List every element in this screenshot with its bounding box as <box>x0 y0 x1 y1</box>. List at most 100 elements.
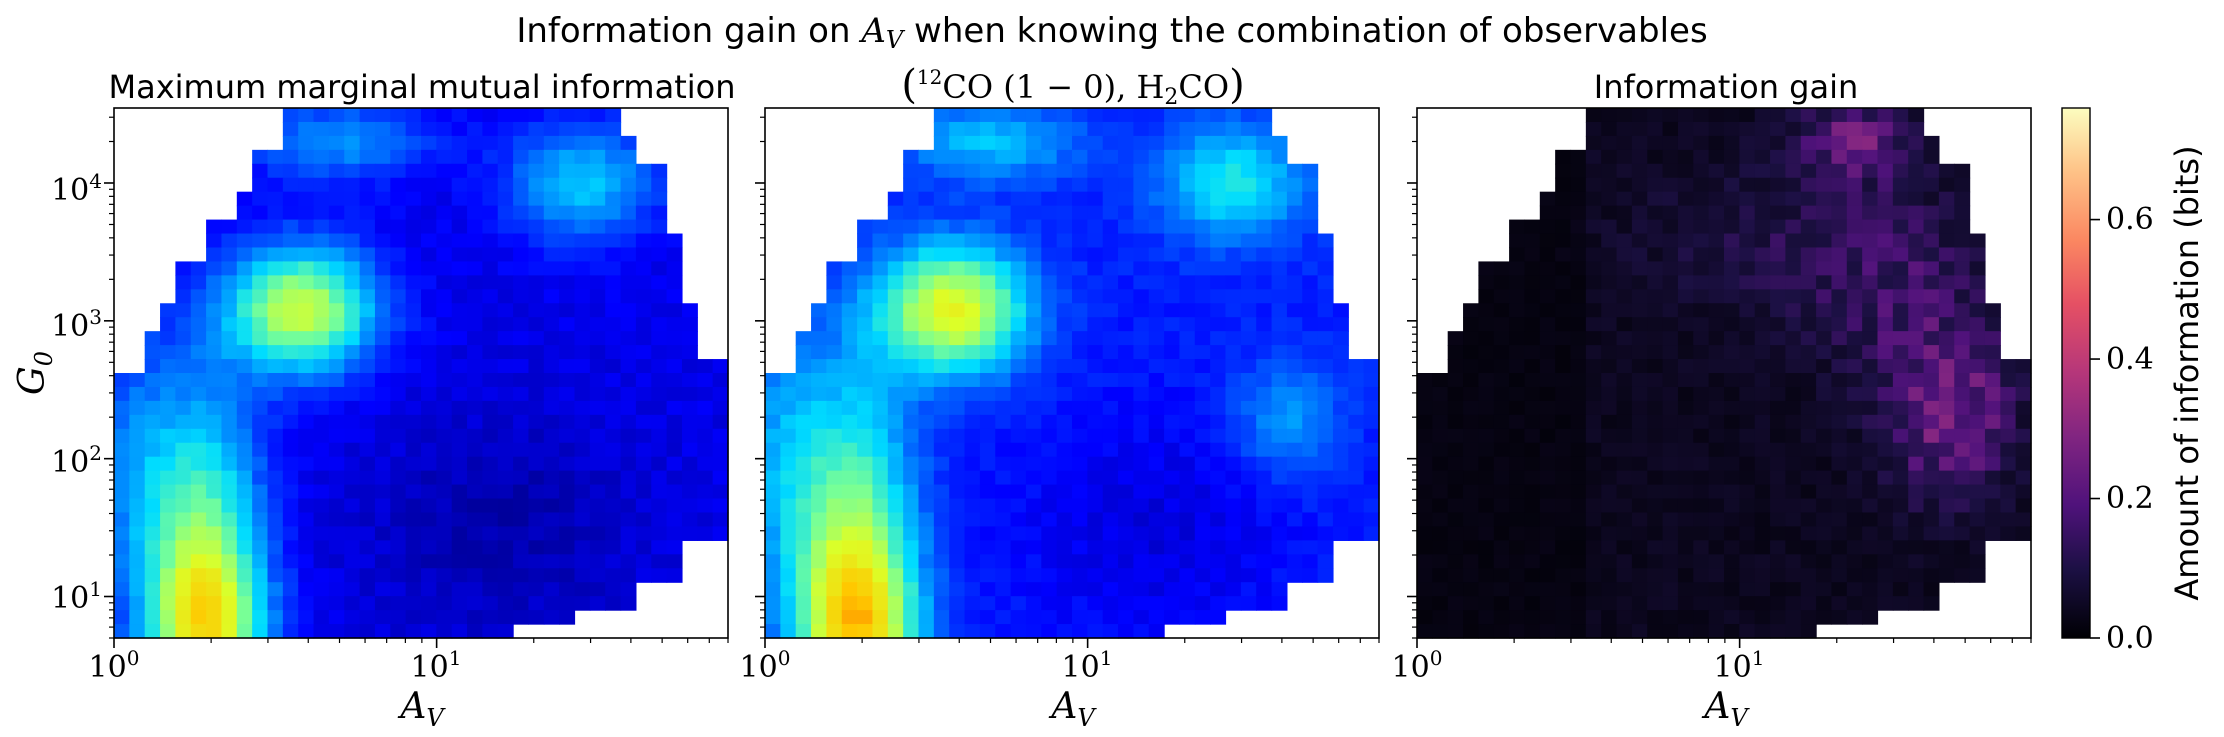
heatmap-cell <box>1194 163 1211 179</box>
heatmap-cell <box>390 219 407 235</box>
heatmap-cell <box>1908 331 1925 346</box>
heatmap-cell <box>1148 582 1165 597</box>
heatmap-cell <box>841 554 858 569</box>
heatmap-cell <box>2000 400 2017 416</box>
heatmap-cell <box>1148 400 1165 416</box>
heatmap-cell <box>1677 219 1694 235</box>
heatmap-cell <box>979 163 996 179</box>
heatmap-cell <box>651 317 668 332</box>
heatmap-cell <box>236 428 253 444</box>
heatmap-cell <box>1862 373 1879 388</box>
heatmap-cell <box>1179 400 1196 416</box>
heatmap-cell <box>1087 540 1104 555</box>
heatmap-cell <box>1271 512 1288 528</box>
heatmap-cell <box>144 484 161 500</box>
heatmap-cell <box>1754 582 1771 597</box>
heatmap-cell <box>1631 512 1648 528</box>
heatmap-cell <box>206 568 223 583</box>
heatmap-cell <box>421 317 437 332</box>
heatmap-cell <box>1118 624 1134 639</box>
heatmap-cell <box>1938 303 1955 318</box>
heatmap-cell <box>1539 540 1556 555</box>
heatmap-cell <box>1025 261 1042 276</box>
heatmap-cell <box>252 526 269 541</box>
heatmap-cell <box>903 163 920 179</box>
heatmap-cell <box>1041 624 1058 639</box>
heatmap-cell <box>190 331 207 346</box>
heatmap-cell <box>1210 359 1227 374</box>
heatmap-cell <box>1087 456 1104 472</box>
heatmap-cell <box>190 359 207 374</box>
heatmap-cell <box>1969 386 1986 402</box>
heatmap-cell <box>903 596 920 611</box>
heatmap-cell <box>513 261 530 276</box>
heatmap-cell <box>1271 540 1288 555</box>
heatmap-cell <box>964 121 981 137</box>
heatmap-cell <box>1332 484 1349 500</box>
heatmap-cell <box>559 247 576 263</box>
heatmap-cell <box>344 191 361 207</box>
heatmap-cell <box>1432 526 1449 541</box>
heatmap-cell <box>1164 205 1181 221</box>
heatmap-cell <box>390 345 407 360</box>
heatmap-cell <box>513 205 530 221</box>
heatmap-cell <box>857 386 874 402</box>
heatmap-cell <box>1118 386 1134 402</box>
heatmap-cell <box>1363 442 1380 458</box>
heatmap-cell <box>1570 428 1587 444</box>
heatmap-cell <box>436 442 453 458</box>
heatmap-cell <box>1754 428 1771 444</box>
heatmap-cell <box>1877 275 1894 290</box>
heatmap-cell <box>1770 428 1786 444</box>
heatmap-cell <box>1194 345 1211 360</box>
heatmap-cell <box>872 498 889 514</box>
heatmap-cell <box>1677 233 1694 249</box>
heatmap-cell <box>144 386 161 402</box>
heatmap-cell <box>236 205 253 221</box>
heatmap-cell <box>1601 317 1618 332</box>
heatmap-cell <box>1693 331 1710 346</box>
heatmap-cell <box>451 359 468 374</box>
heatmap-cell <box>1363 400 1380 416</box>
heatmap-cell <box>1938 414 1955 430</box>
heatmap-cell <box>1724 205 1740 221</box>
heatmap-cell <box>1677 568 1694 583</box>
heatmap-cell <box>1286 317 1303 332</box>
heatmap-cell <box>1118 554 1134 569</box>
heatmap-cell <box>1133 526 1150 541</box>
heatmap-cell <box>1509 624 1526 639</box>
heatmap-cell <box>666 331 683 346</box>
heatmap-cell <box>1816 345 1833 360</box>
heatmap-cell <box>1954 303 1971 318</box>
heatmap-cell <box>1708 400 1725 416</box>
heatmap-cell <box>1724 359 1740 374</box>
heatmap-cell <box>374 512 391 528</box>
heatmap-cell <box>1041 582 1058 597</box>
heatmap-cell <box>949 540 966 555</box>
heatmap-cell <box>405 233 422 249</box>
heatmap-cell <box>451 261 468 276</box>
heatmap-cell <box>1739 149 1756 165</box>
heatmap-cell <box>267 191 284 207</box>
heatmap-cell <box>605 386 622 402</box>
heatmap-cell <box>1072 261 1088 276</box>
heatmap-cell <box>1539 442 1556 458</box>
heatmap-cell <box>482 568 499 583</box>
heatmap-cell <box>1862 512 1879 528</box>
heatmap-cell <box>620 219 637 235</box>
heatmap-cell <box>1601 624 1618 639</box>
heatmap-cell <box>1240 470 1257 486</box>
heatmap-cell <box>635 470 652 486</box>
heatmap-cell <box>1332 303 1349 318</box>
heatmap-cell <box>374 498 391 514</box>
heatmap-cell <box>1816 191 1833 207</box>
heatmap-cell <box>1240 108 1257 123</box>
heatmap-cell <box>635 526 652 541</box>
heatmap-cell <box>1969 526 1986 541</box>
heatmap-cell <box>1969 512 1986 528</box>
heatmap-cell <box>497 275 514 290</box>
heatmap-cell <box>451 177 468 193</box>
heatmap-cell <box>1072 373 1088 388</box>
heatmap-cell <box>528 233 545 249</box>
heatmap-cell <box>175 331 192 346</box>
